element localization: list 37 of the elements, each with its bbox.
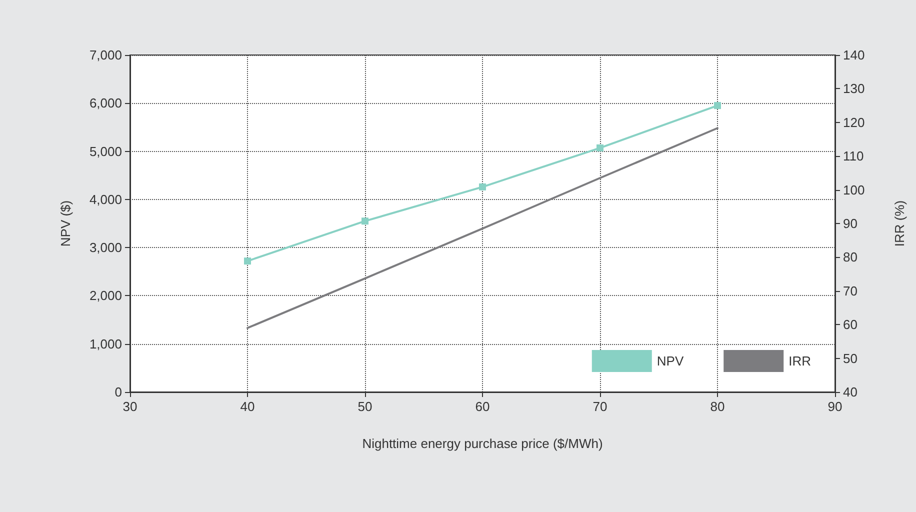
y-tick-label: 6,000 [89, 96, 122, 111]
y2-tick-label: 40 [843, 384, 858, 400]
x-axis-title: Nighttime energy purchase price ($/MWh) [362, 436, 603, 451]
y2-tick-label: 120 [843, 114, 865, 130]
x-tick-label: 90 [828, 399, 842, 414]
y2-tick-label: 100 [843, 182, 865, 198]
legend-label: NPV [656, 354, 684, 368]
point [362, 218, 368, 225]
y2-tick-label: 50 [843, 350, 858, 366]
y2-tick-label: 130 [843, 81, 865, 96]
y-tick-label: 2,000 [89, 288, 122, 304]
y2-tick-label: 80 [843, 250, 858, 265]
x-tick-label: 40 [240, 399, 255, 414]
y-tick-label: 0 [114, 384, 122, 400]
y2-tick-label: 140 [843, 48, 865, 62]
y-tick-label: 3,000 [89, 240, 122, 256]
y2-tick-label: 90 [843, 216, 858, 231]
point [479, 183, 486, 190]
x-tick-label: 50 [358, 399, 372, 414]
y2-tick-label: 70 [843, 283, 858, 298]
x-tick-label: 70 [592, 399, 608, 414]
x-tick-label: 30 [122, 399, 138, 414]
x-tick-label: 60 [475, 399, 490, 414]
y2-tick-label: 60 [843, 317, 858, 332]
y2-axis-title: IRR (%) [892, 200, 907, 247]
y-tick-label: 5,000 [89, 144, 122, 159]
point [714, 102, 721, 110]
point [596, 144, 604, 152]
y-axis-title: NPV ($) [58, 200, 73, 247]
line-series [246, 127, 718, 329]
x-tick-label: 80 [710, 399, 725, 414]
y2-tick-label: 110 [843, 148, 864, 164]
y-tick-label: 4,000 [89, 192, 122, 207]
y-tick-label: 7,000 [89, 48, 122, 62]
point [244, 258, 251, 265]
y-tick-label: 1,000 [89, 336, 122, 352]
legend-label: IRR [788, 354, 811, 368]
